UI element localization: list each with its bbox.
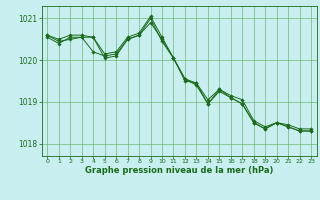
X-axis label: Graphe pression niveau de la mer (hPa): Graphe pression niveau de la mer (hPa) [85,166,273,175]
